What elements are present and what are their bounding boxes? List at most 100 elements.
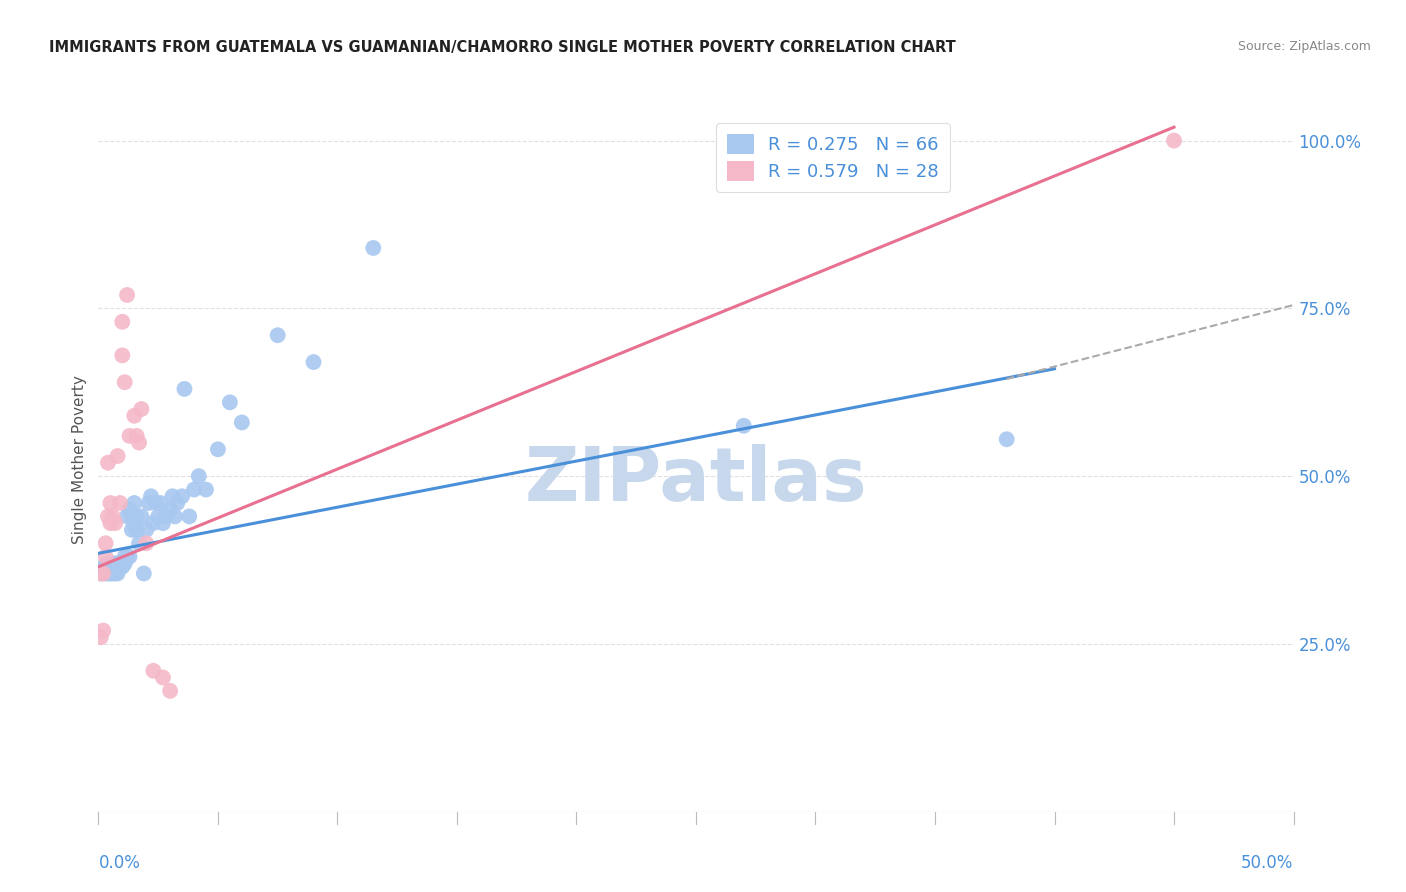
Point <box>100 496 122 510</box>
Point <box>155 509 177 524</box>
Point <box>195 483 218 497</box>
Point <box>94 566 117 581</box>
Point <box>111 348 134 362</box>
Point <box>94 559 117 574</box>
Point <box>114 549 136 564</box>
Point <box>138 496 160 510</box>
Point <box>111 315 134 329</box>
Point <box>162 489 184 503</box>
Point <box>128 536 150 550</box>
Point <box>118 429 141 443</box>
Point <box>114 375 136 389</box>
Point <box>100 516 122 530</box>
Point <box>115 288 138 302</box>
Point <box>302 355 325 369</box>
Point <box>135 523 157 537</box>
Point <box>101 509 124 524</box>
Text: 0.0%: 0.0% <box>98 854 141 872</box>
Point <box>104 563 127 577</box>
Point <box>101 563 124 577</box>
Point <box>172 489 194 503</box>
Point <box>121 509 143 524</box>
Y-axis label: Single Mother Poverty: Single Mother Poverty <box>72 375 87 544</box>
Point <box>108 496 131 510</box>
Point <box>94 563 117 577</box>
Point <box>97 509 120 524</box>
Point <box>115 509 138 524</box>
Point <box>97 557 120 571</box>
Point <box>124 496 146 510</box>
Point <box>132 566 155 581</box>
Point <box>107 449 129 463</box>
Point <box>100 559 122 574</box>
Point <box>94 536 117 550</box>
Point <box>267 328 290 343</box>
Text: ZIPatlas: ZIPatlas <box>524 444 868 517</box>
Point <box>139 489 162 503</box>
Legend: R = 0.275   N = 66, R = 0.579   N = 28: R = 0.275 N = 66, R = 0.579 N = 28 <box>716 123 950 192</box>
Text: 50.0%: 50.0% <box>1241 854 1294 872</box>
Point <box>107 557 129 571</box>
Point <box>91 563 114 577</box>
Point <box>91 566 114 581</box>
Point <box>108 559 131 574</box>
Point <box>142 664 165 678</box>
Point <box>118 502 141 516</box>
Point <box>90 566 112 581</box>
Point <box>131 509 153 524</box>
Point <box>114 557 136 571</box>
Point <box>995 432 1018 446</box>
Point <box>108 557 131 571</box>
Point <box>111 559 134 574</box>
Point <box>733 418 755 433</box>
Point <box>152 671 174 685</box>
Point <box>91 624 114 638</box>
Point <box>131 402 153 417</box>
Point <box>219 395 242 409</box>
Point <box>142 516 165 530</box>
Point <box>163 509 186 524</box>
Point <box>124 409 146 423</box>
Point <box>166 496 188 510</box>
Point <box>152 516 174 530</box>
Point <box>159 684 181 698</box>
Point <box>1163 134 1185 148</box>
Point <box>104 566 127 581</box>
Point <box>128 435 150 450</box>
Point <box>179 509 201 524</box>
Point <box>94 549 117 564</box>
Point <box>183 483 205 497</box>
Point <box>124 516 146 530</box>
Point <box>121 523 143 537</box>
Point <box>363 241 385 255</box>
Point <box>91 559 114 574</box>
Point <box>135 536 157 550</box>
Point <box>159 502 181 516</box>
Point <box>207 442 229 457</box>
Text: IMMIGRANTS FROM GUATEMALA VS GUAMANIAN/CHAMORRO SINGLE MOTHER POVERTY CORRELATIO: IMMIGRANTS FROM GUATEMALA VS GUAMANIAN/C… <box>49 40 956 55</box>
Point <box>125 429 148 443</box>
Point <box>187 469 209 483</box>
Point <box>149 496 172 510</box>
Point <box>100 563 122 577</box>
Point <box>101 566 124 581</box>
Point <box>104 557 127 571</box>
Point <box>101 557 124 571</box>
Point <box>97 563 120 577</box>
Point <box>97 566 120 581</box>
Point <box>90 566 112 581</box>
Text: Source: ZipAtlas.com: Source: ZipAtlas.com <box>1237 40 1371 54</box>
Point <box>107 566 129 581</box>
Point <box>90 630 112 644</box>
Point <box>115 549 138 564</box>
Point <box>173 382 195 396</box>
Point <box>104 516 127 530</box>
Point <box>231 416 253 430</box>
Point <box>148 509 170 524</box>
Point <box>125 509 148 524</box>
Point <box>97 456 120 470</box>
Point <box>111 557 134 571</box>
Point <box>145 496 167 510</box>
Point <box>118 549 141 564</box>
Point <box>125 523 148 537</box>
